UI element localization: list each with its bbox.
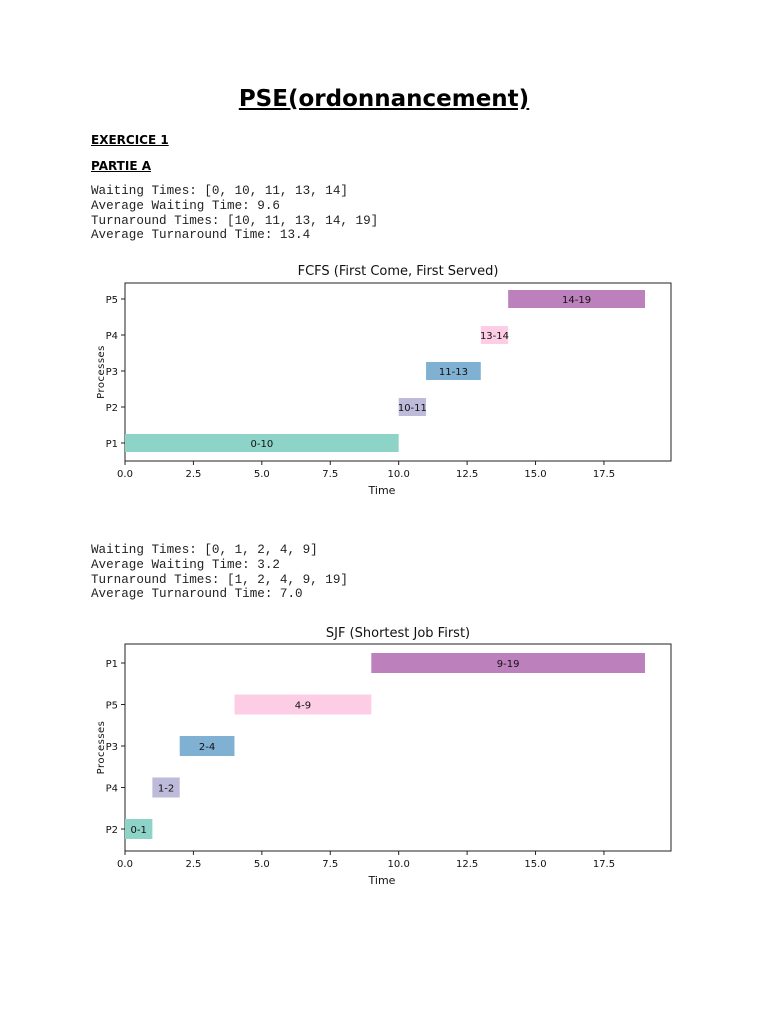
fcfs-gantt-chart: FCFS (First Come, First Served) P1 P2 P3 P4 P… bbox=[96, 264, 672, 497]
fcfs-avg-turnaround: Average Turnaround Time: 13.4 bbox=[91, 228, 311, 243]
bar-p4 bbox=[480, 326, 509, 344]
bar-label-p2: 0-1 bbox=[131, 825, 147, 836]
plot-frame bbox=[124, 282, 672, 462]
bar-label-p3: 11-13 bbox=[439, 367, 468, 378]
sjf-waiting-times: Waiting Times: [0, 1, 2, 4, 9] bbox=[91, 543, 318, 557]
sjf-avg-turnaround: Average Turnaround Time: 7.0 bbox=[91, 587, 303, 602]
bar-p3 bbox=[179, 736, 235, 756]
y-tick-label-p1: P1 bbox=[106, 439, 118, 450]
chart-title: FCFS (First Come, First Served) bbox=[298, 264, 499, 279]
fcfs-waiting-times: Waiting Times: [0, 10, 11, 13, 14] bbox=[91, 184, 348, 198]
bar-p2 bbox=[398, 398, 427, 416]
bar-label-p4: 13-14 bbox=[480, 331, 509, 342]
fcfs-stats: Waiting Times: [0, 10, 11, 13, 14] Avera… bbox=[91, 184, 378, 243]
bar-label-p5: 14-19 bbox=[562, 295, 591, 306]
bar-p2 bbox=[125, 819, 153, 839]
bar-label-p5: 4-9 bbox=[295, 701, 311, 712]
part-heading: PARTIE A bbox=[91, 159, 151, 173]
bar-p5 bbox=[508, 290, 645, 308]
y-tick-label-p4: P4 bbox=[106, 784, 118, 795]
plot-frame bbox=[124, 643, 672, 852]
y-tick-label-p1: P1 bbox=[106, 659, 118, 670]
x-tick-label: 10.0 bbox=[388, 469, 410, 480]
x-tick-label: 2.5 bbox=[185, 469, 201, 480]
sjf-stats: Waiting Times: [0, 1, 2, 4, 9] Average W… bbox=[91, 543, 348, 602]
chart-title: SJF (Shortest Job First) bbox=[326, 626, 470, 641]
x-tick-label: 15.0 bbox=[524, 859, 546, 870]
fcfs-turnaround-times: Turnaround Times: [10, 11, 13, 14, 19] bbox=[91, 213, 379, 228]
page-title: PSE(ordonnancement) bbox=[238, 86, 530, 112]
x-tick-label: 0.0 bbox=[117, 469, 133, 480]
x-tick-label: 10.0 bbox=[388, 859, 410, 870]
x-tick-label: 5.0 bbox=[254, 469, 270, 480]
x-tick-label: 2.5 bbox=[185, 859, 201, 870]
y-axis-label: Processes bbox=[96, 721, 107, 775]
y-tick-label-p5: P5 bbox=[106, 701, 118, 712]
y-tick-label-p5: P5 bbox=[106, 295, 118, 306]
bar-label-p4: 1-2 bbox=[158, 784, 174, 795]
x-tick-label: 12.5 bbox=[456, 859, 478, 870]
y-tick-label-p2: P2 bbox=[106, 403, 118, 414]
bar-label-p2: 10-11 bbox=[398, 403, 427, 414]
sjf-turnaround-times: Turnaround Times: [1, 2, 4, 9, 19] bbox=[91, 572, 348, 587]
x-axis-label: Time bbox=[368, 874, 396, 887]
fcfs-avg-waiting: Average Waiting Time: 9.6 bbox=[91, 198, 280, 213]
y-tick-label-p3: P3 bbox=[106, 742, 118, 753]
bar-p3 bbox=[426, 362, 481, 380]
y-tick-label-p4: P4 bbox=[106, 331, 118, 342]
x-axis-label: Time bbox=[368, 484, 396, 497]
bar-p4 bbox=[152, 777, 180, 798]
sjf-avg-waiting: Average Waiting Time: 3.2 bbox=[91, 557, 280, 572]
x-tick-label: 12.5 bbox=[456, 469, 478, 480]
x-tick-label: 15.0 bbox=[524, 469, 546, 480]
x-tick-label: 7.5 bbox=[322, 469, 338, 480]
bar-label-p1: 0-10 bbox=[250, 439, 273, 450]
y-tick-label-p2: P2 bbox=[106, 825, 118, 836]
exercise-heading: EXERCICE 1 bbox=[91, 133, 169, 147]
y-axis-label: Processes bbox=[96, 345, 107, 399]
bar-p1 bbox=[125, 434, 399, 452]
bar-p1 bbox=[371, 653, 645, 673]
x-tick-label: 17.5 bbox=[593, 469, 615, 480]
x-tick-label: 17.5 bbox=[593, 859, 615, 870]
x-tick-label: 5.0 bbox=[254, 859, 270, 870]
bar-label-p3: 2-4 bbox=[199, 742, 215, 753]
sjf-gantt-chart: SJF (Shortest Job First) P2 P4 P3 P5 P1 0-1 1-2… bbox=[96, 626, 672, 887]
x-tick-label: 0.0 bbox=[117, 859, 133, 870]
bar-label-p1: 9-19 bbox=[497, 659, 520, 670]
x-tick-label: 7.5 bbox=[322, 859, 338, 870]
bar-p5 bbox=[234, 694, 372, 715]
y-tick-label-p3: P3 bbox=[106, 367, 118, 378]
